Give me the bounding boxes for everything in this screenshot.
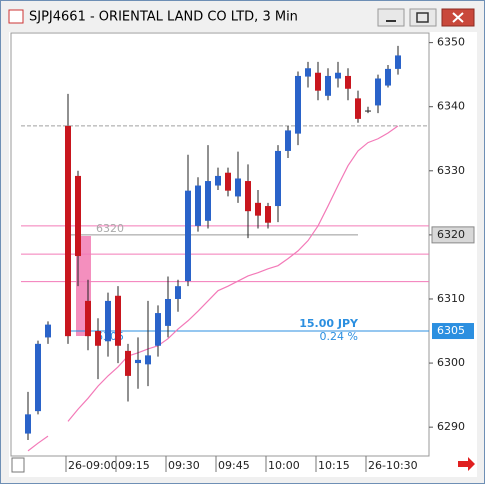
candle-body: [385, 68, 391, 86]
candle-body: [245, 181, 251, 212]
candle-body: [115, 295, 121, 346]
price-marker-label: 6305: [437, 324, 465, 337]
candle-body: [25, 414, 31, 434]
candle-body: [105, 300, 111, 342]
maximize-button[interactable]: [409, 8, 437, 27]
x-tick-label: 09:30: [168, 459, 200, 472]
candle-body: [235, 178, 241, 197]
chart-title: SJPJ4661 - ORIENTAL LAND CO LTD, 3 Min: [29, 10, 298, 25]
candle-body: [375, 78, 381, 106]
candle-body: [175, 286, 181, 299]
candle-body: [155, 313, 161, 346]
candle-body: [225, 172, 231, 191]
plot-area: [10, 32, 430, 457]
candle-body: [135, 359, 141, 364]
candle-body: [335, 72, 341, 79]
candle-body: [75, 175, 81, 257]
candle-body: [145, 355, 151, 365]
x-tick-label: 09:45: [218, 459, 250, 472]
candle-body: [165, 298, 171, 326]
candle-body: [365, 110, 371, 112]
candle-body: [35, 343, 41, 412]
scroll-box[interactable]: [11, 457, 25, 473]
x-tick-label: 09:15: [118, 459, 150, 472]
y-tick-label: 6320: [437, 228, 465, 241]
y-tick-label: 6330: [437, 164, 465, 177]
candle-body: [255, 202, 261, 216]
measure-start-label: 6320: [96, 222, 124, 235]
candle-body: [345, 75, 351, 89]
y-tick-label: 6310: [437, 292, 465, 305]
candle-body: [305, 68, 311, 77]
candle-body: [45, 324, 51, 338]
moving-average: [27, 125, 399, 452]
candle-body: [125, 350, 131, 376]
candle-body: [315, 72, 321, 91]
candle-body: [215, 175, 221, 186]
x-tick-label: 26-10:30: [368, 459, 418, 472]
candle-body: [195, 185, 201, 226]
candle-body: [265, 206, 271, 223]
x-tick-label: 10:15: [318, 459, 350, 472]
measure-percent: 0.24 %: [320, 330, 358, 343]
candle-body: [395, 55, 401, 69]
maximize-icon: [416, 12, 429, 23]
close-icon: [452, 12, 464, 23]
measure-change: 15.00 JPY: [299, 317, 359, 330]
x-tick-label: 26-09:00: [68, 459, 118, 472]
y-tick-label: 6350: [437, 36, 465, 49]
price-marker: [432, 323, 474, 340]
candle-body: [85, 300, 91, 337]
y-tick-highlight: [431, 226, 475, 244]
y-tick-label: 6300: [437, 356, 465, 369]
candle-body: [185, 190, 191, 282]
candle-body: [65, 125, 71, 337]
minimize-button[interactable]: [377, 8, 405, 27]
x-tick-label: 10:00: [268, 459, 300, 472]
scroll-arrow[interactable]: [458, 457, 475, 471]
candle-body: [275, 150, 281, 207]
candle-body: [205, 181, 211, 221]
app-icon: [8, 9, 24, 24]
candle-body: [95, 331, 101, 346]
candle-body: [325, 75, 331, 96]
y-tick-label: 6340: [437, 100, 465, 113]
y-tick-label: 6290: [437, 420, 465, 433]
candle-body: [295, 75, 301, 134]
candle-body: [355, 98, 361, 119]
candle-body: [285, 130, 291, 151]
